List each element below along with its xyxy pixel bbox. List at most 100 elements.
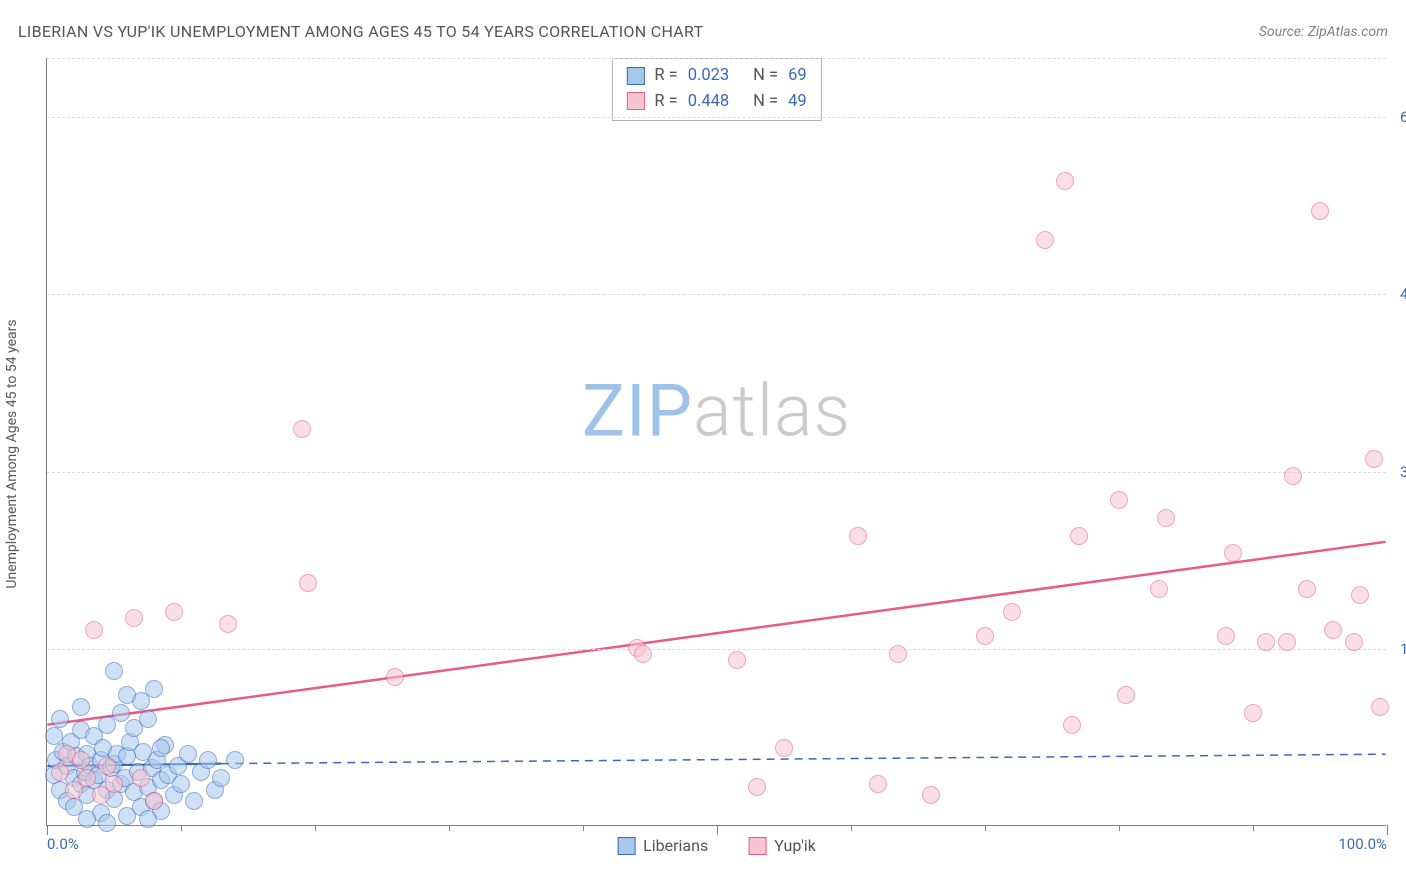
gridline bbox=[47, 649, 1386, 650]
trend-lines bbox=[47, 58, 1386, 825]
scatter-point bbox=[139, 710, 157, 728]
scatter-point bbox=[748, 778, 766, 796]
scatter-point bbox=[212, 769, 230, 787]
legend-label: Liberians bbox=[643, 836, 708, 855]
scatter-point bbox=[869, 775, 887, 793]
scatter-point bbox=[98, 757, 116, 775]
scatter-point bbox=[145, 680, 163, 698]
x-tick bbox=[851, 825, 852, 831]
scatter-point bbox=[1365, 450, 1383, 468]
legend-item: Liberians bbox=[617, 836, 708, 855]
scatter-point bbox=[51, 710, 69, 728]
legend-swatch bbox=[617, 837, 635, 855]
x-tick bbox=[717, 825, 718, 835]
stat-r-value: 0.448 bbox=[688, 89, 729, 115]
scatter-point bbox=[1217, 627, 1235, 645]
scatter-point bbox=[78, 769, 96, 787]
y-tick-label: 60.0% bbox=[1390, 108, 1406, 126]
scatter-point bbox=[199, 751, 217, 769]
stat-label: R = bbox=[654, 89, 677, 115]
gridline bbox=[47, 58, 1386, 59]
chart-header: LIBERIAN VS YUP'IK UNEMPLOYMENT AMONG AG… bbox=[18, 22, 1388, 41]
scatter-point bbox=[1311, 202, 1329, 220]
plot-area: ZIPatlas R = 0.023N = 69R = 0.448N = 49 … bbox=[46, 58, 1386, 826]
legend-item: Yup'ik bbox=[748, 836, 816, 855]
scatter-point bbox=[179, 745, 197, 763]
scatter-point bbox=[172, 775, 190, 793]
scatter-point bbox=[1257, 633, 1275, 651]
x-tick bbox=[181, 825, 182, 831]
scatter-point bbox=[78, 810, 96, 828]
scatter-point bbox=[1371, 698, 1389, 716]
stat-label: N = bbox=[753, 89, 778, 115]
x-tick bbox=[1119, 825, 1120, 831]
scatter-point bbox=[72, 751, 90, 769]
x-tick-label: 0.0% bbox=[47, 835, 79, 853]
scatter-point bbox=[922, 786, 940, 804]
stat-r-value: 0.023 bbox=[688, 63, 729, 89]
scatter-point bbox=[219, 615, 237, 633]
x-tick bbox=[985, 825, 986, 831]
scatter-point bbox=[1036, 231, 1054, 249]
scatter-point bbox=[976, 627, 994, 645]
scatter-point bbox=[165, 603, 183, 621]
scatter-point bbox=[1278, 633, 1296, 651]
scatter-point bbox=[634, 645, 652, 663]
scatter-point bbox=[226, 751, 244, 769]
x-tick bbox=[583, 825, 584, 831]
scatter-point bbox=[1345, 633, 1363, 651]
x-tick bbox=[1387, 825, 1388, 835]
scatter-point bbox=[132, 769, 150, 787]
stat-label: R = bbox=[654, 63, 677, 89]
stat-label: N = bbox=[753, 63, 778, 89]
scatter-point bbox=[889, 645, 907, 663]
scatter-point bbox=[1284, 467, 1302, 485]
gridline bbox=[47, 117, 1386, 118]
scatter-point bbox=[1351, 586, 1369, 604]
scatter-point bbox=[1003, 603, 1021, 621]
y-tick-label: 30.0% bbox=[1390, 463, 1406, 481]
y-axis-label: Unemployment Among Ages 45 to 54 years bbox=[4, 319, 20, 588]
x-tick bbox=[449, 825, 450, 831]
gridline bbox=[47, 294, 1386, 295]
y-tick-label: 45.0% bbox=[1390, 285, 1406, 303]
scatter-point bbox=[1298, 580, 1316, 598]
scatter-point bbox=[299, 574, 317, 592]
scatter-point bbox=[1324, 621, 1342, 639]
watermark: ZIPatlas bbox=[582, 368, 851, 453]
scatter-point bbox=[1056, 172, 1074, 190]
legend-swatch bbox=[626, 92, 644, 110]
legend-swatch bbox=[626, 67, 644, 85]
scatter-point bbox=[118, 686, 136, 704]
scatter-point bbox=[1070, 527, 1088, 545]
chart-source: Source: ZipAtlas.com bbox=[1259, 24, 1388, 40]
gridline bbox=[47, 472, 1386, 473]
chart-title: LIBERIAN VS YUP'IK UNEMPLOYMENT AMONG AG… bbox=[18, 22, 703, 41]
scatter-point bbox=[105, 662, 123, 680]
scatter-point bbox=[1224, 544, 1242, 562]
legend-stats-row: R = 0.448 N = 49 bbox=[626, 89, 806, 115]
x-tick-label: 100.0% bbox=[1338, 835, 1387, 853]
legend-stats-row: R = 0.023N = 69 bbox=[626, 63, 806, 89]
scatter-point bbox=[125, 609, 143, 627]
x-tick bbox=[47, 825, 48, 835]
scatter-point bbox=[728, 651, 746, 669]
legend-swatch bbox=[748, 837, 766, 855]
legend-label: Yup'ik bbox=[774, 836, 816, 855]
scatter-point bbox=[112, 704, 130, 722]
scatter-point bbox=[1157, 509, 1175, 527]
legend-stats-box: R = 0.023N = 69R = 0.448N = 49 bbox=[611, 58, 821, 121]
scatter-point bbox=[51, 763, 69, 781]
x-tick bbox=[315, 825, 316, 831]
scatter-point bbox=[105, 775, 123, 793]
scatter-point bbox=[139, 810, 157, 828]
legend-bottom: Liberians Yup'ik bbox=[617, 836, 816, 855]
scatter-point bbox=[145, 792, 163, 810]
scatter-point bbox=[85, 621, 103, 639]
scatter-point bbox=[152, 739, 170, 757]
stat-n-value: 49 bbox=[788, 89, 807, 115]
scatter-point bbox=[72, 698, 90, 716]
scatter-point bbox=[775, 739, 793, 757]
scatter-point bbox=[1117, 686, 1135, 704]
scatter-point bbox=[386, 668, 404, 686]
